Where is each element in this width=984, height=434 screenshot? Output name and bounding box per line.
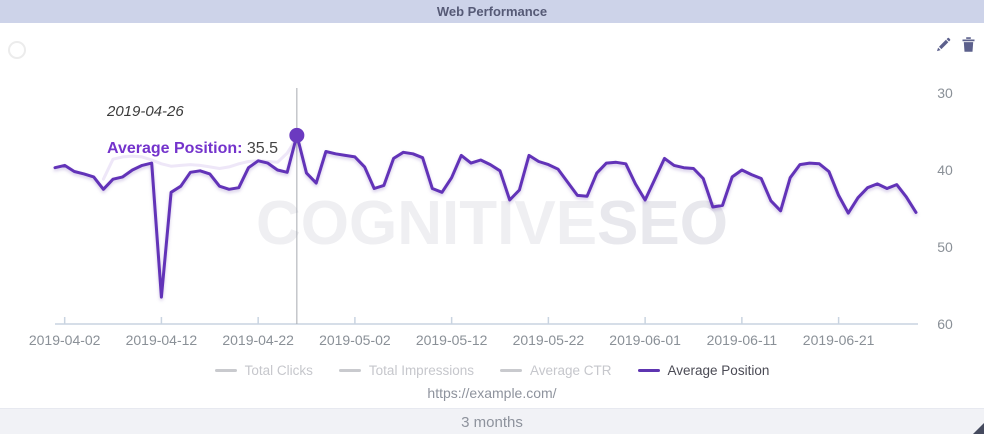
widget-toolbar	[935, 36, 976, 53]
y-tick-label: 30	[937, 85, 953, 101]
legend-item-total-clicks[interactable]: Total Clicks	[214, 362, 313, 378]
time-range-label: 3 months	[461, 413, 523, 431]
y-tick-label: 50	[937, 239, 953, 255]
x-axis-ticks: 2019-04-02 2019-04-12 2019-04-22 2019-05-02…	[29, 317, 875, 348]
legend-label: Total Clicks	[244, 362, 313, 378]
y-tick-label: 40	[937, 162, 953, 178]
highlight-dot	[289, 127, 305, 143]
tooltip-date: 2019-04-26	[107, 103, 184, 120]
widget-header: Web Performance	[0, 0, 984, 23]
edit-pencil-icon[interactable]	[935, 36, 951, 53]
x-tick-label: 2019-05-12	[416, 332, 488, 348]
x-tick-label: 2019-04-02	[29, 332, 101, 348]
legend-swatch	[499, 368, 522, 372]
x-tick-label: 2019-04-22	[222, 332, 294, 348]
legend-item-total-impressions[interactable]: Total Impressions	[338, 362, 474, 378]
delete-trash-icon[interactable]	[961, 36, 976, 53]
x-tick-label: 2019-06-11	[707, 332, 778, 348]
watermark-text-2: SEO	[597, 189, 728, 258]
x-tick-label: 2019-04-12	[126, 332, 198, 348]
resize-handle[interactable]	[973, 423, 984, 434]
legend-label: Average Position	[667, 362, 770, 378]
legend-swatch	[214, 368, 237, 372]
legend-swatch	[338, 368, 361, 372]
widget-title: Web Performance	[436, 4, 548, 19]
y-tick-label: 60	[937, 316, 953, 332]
x-tick-label: 2019-05-02	[319, 332, 391, 348]
x-tick-label: 2019-06-21	[803, 332, 875, 348]
tooltip-row: Average Position: 35.5	[107, 140, 278, 158]
watermark-text-1: COGNITIVE	[256, 189, 598, 258]
x-tick-label: 2019-06-01	[609, 332, 681, 348]
line-chart: 2019-04-02 2019-04-12 2019-04-22 2019-05-02…	[29, 85, 953, 348]
legend-label: Total Impressions	[368, 362, 474, 378]
chart-legend: Total Clicks Total Impressions Average CTR…	[0, 360, 984, 380]
footer-bar: 3 months	[0, 408, 984, 434]
legend-swatch	[637, 368, 660, 372]
select-widget-circle[interactable]	[8, 41, 26, 59]
site-url-label: https://example.com/	[427, 385, 557, 401]
legend-item-average-ctr[interactable]: Average CTR	[499, 362, 612, 378]
tooltip-value: 35.5	[246, 140, 279, 157]
legend-label: Average CTR	[529, 362, 612, 378]
legend-item-average-position[interactable]: Average Position	[637, 362, 770, 378]
tooltip-series-label: Average Position:	[107, 140, 243, 157]
y-axis-labels: 30 40 50 60	[937, 85, 953, 332]
cognitiveseo-watermark: COGNITIVESEO	[0, 193, 984, 255]
average-position-line	[53, 133, 918, 299]
x-tick-label: 2019-05-22	[513, 332, 585, 348]
